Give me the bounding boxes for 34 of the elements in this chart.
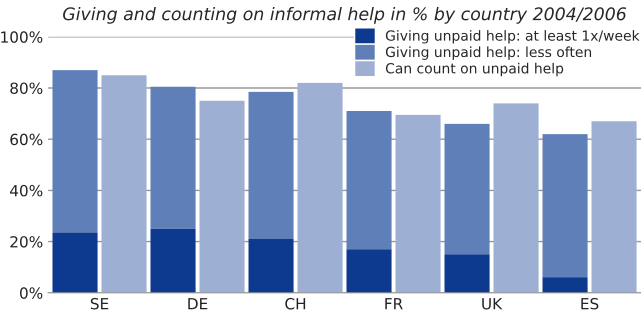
y-tick-label: 100%: [1, 31, 42, 43]
bar: [592, 121, 637, 293]
y-tick-label: 40%: [10, 184, 42, 196]
bar: [494, 103, 539, 293]
y-tick-label: 20%: [10, 236, 42, 248]
bar: [52, 232, 98, 293]
legend-label: Can count on unpaid help: [386, 62, 564, 76]
bar: [542, 277, 588, 293]
bar: [396, 114, 441, 293]
bar: [444, 254, 490, 293]
bar: [248, 239, 294, 293]
y-tick-label: 60%: [10, 134, 42, 146]
legend-label: Giving unpaid help: less often: [386, 46, 592, 60]
bar: [297, 82, 343, 293]
bar: [150, 228, 196, 293]
bar: [444, 124, 490, 254]
x-tick-label: FR: [385, 298, 403, 310]
chart-title: Giving and counting on informal help in % by country 2004/2006: [63, 6, 626, 24]
legend-label: Giving unpaid help: at least 1x/week: [386, 30, 640, 44]
bar: [101, 75, 147, 293]
x-tick-label: UK: [482, 298, 502, 310]
y-tick-label: 80%: [10, 82, 42, 94]
bar: [346, 111, 392, 250]
x-tick-label: SE: [90, 298, 108, 310]
bar: [346, 249, 392, 293]
x-tick-label: ES: [581, 298, 598, 310]
bar: [52, 70, 98, 233]
bar: [248, 92, 294, 240]
x-tick-label: CH: [285, 298, 306, 310]
bar: [150, 86, 196, 229]
bar: [542, 134, 588, 278]
x-tick-label: DE: [188, 298, 208, 310]
y-tick-label: 0%: [20, 287, 42, 299]
bar: [199, 100, 245, 293]
